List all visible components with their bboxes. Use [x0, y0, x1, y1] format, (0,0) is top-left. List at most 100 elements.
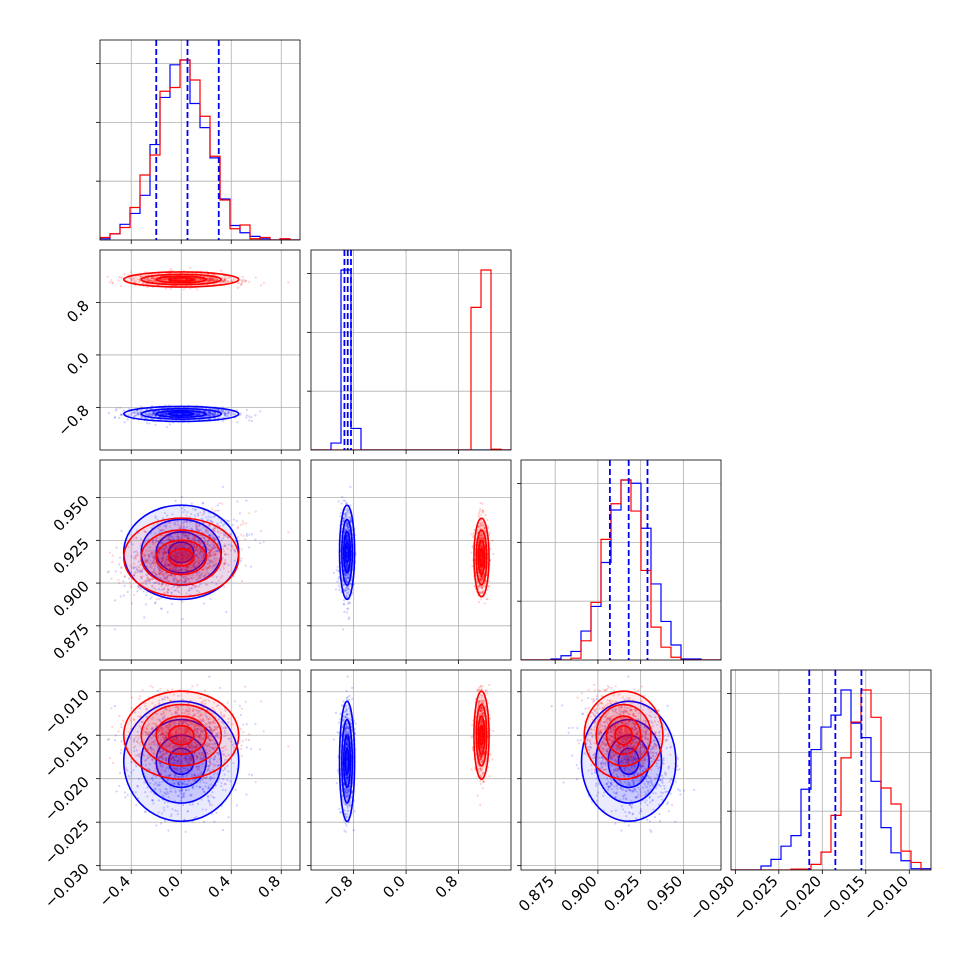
scatter-point: [201, 550, 204, 553]
scatter-point: [197, 563, 200, 566]
scatter-point: [176, 546, 179, 549]
scatter-point: [196, 555, 199, 559]
scatter-point: [477, 600, 481, 604]
scatter-point: [202, 552, 205, 556]
scatter-point: [175, 562, 178, 565]
scatter-point: [262, 281, 265, 284]
scatter-point: [182, 522, 185, 525]
scatter-point: [220, 539, 223, 542]
scatter-point: [165, 412, 168, 415]
scatter-point: [221, 409, 224, 412]
scatter-point: [153, 564, 156, 567]
scatter-point: [187, 537, 190, 540]
scatter-point: [170, 564, 174, 567]
scatter-point: [150, 279, 153, 282]
scatter-point: [169, 554, 172, 557]
scatter-point: [148, 412, 151, 416]
scatter-point: [168, 569, 172, 573]
scatter-point: [172, 553, 175, 556]
scatter-point: [160, 542, 163, 545]
scatter-point: [179, 568, 183, 571]
scatter-point: [173, 547, 177, 550]
scatter-point: [154, 280, 158, 283]
scatter-point: [209, 279, 212, 282]
scatter-point: [188, 546, 191, 549]
scatter-point: [174, 544, 177, 547]
scatter-point: [172, 576, 175, 580]
scatter-point: [163, 551, 167, 555]
scatter-point: [207, 278, 211, 281]
scatter-point: [130, 555, 133, 558]
scatter-point: [209, 277, 213, 280]
scatter-point: [188, 547, 191, 551]
scatter-point: [166, 514, 169, 517]
scatter-point: [208, 525, 211, 528]
scatter-point: [183, 568, 186, 571]
scatter-point: [166, 575, 169, 578]
scatter-point: [174, 555, 177, 558]
scatter-point: [139, 537, 142, 541]
scatter-point: [138, 410, 142, 414]
scatter-point: [223, 279, 226, 282]
scatter-point: [148, 578, 151, 582]
scatter-point: [179, 552, 182, 555]
scatter-point: [164, 413, 167, 416]
scatter-point: [149, 565, 152, 568]
scatter-point: [181, 412, 184, 416]
scatter-point: [148, 278, 151, 282]
scatter-point: [177, 536, 180, 540]
scatter-point: [193, 563, 196, 566]
scatter-point: [202, 554, 206, 557]
scatter-point: [158, 568, 161, 572]
scatter-point: [162, 278, 165, 282]
scatter-point: [158, 582, 161, 586]
scatter-point: [222, 411, 226, 414]
scatter-point: [219, 410, 222, 413]
scatter-point: [186, 566, 190, 569]
scatter-point: [185, 568, 188, 572]
scatter-point: [161, 560, 164, 563]
scatter-point: [153, 279, 157, 282]
scatter-point: [221, 524, 225, 527]
scatter-point: [118, 416, 121, 419]
scatter-point: [178, 545, 182, 548]
scatter-point: [196, 560, 200, 564]
scatter-point: [209, 520, 213, 523]
scatter-point: [154, 601, 157, 604]
scatter-point: [143, 278, 146, 281]
scatter-point: [157, 540, 160, 543]
scatter-point: [130, 278, 133, 282]
scatter-point: [221, 419, 225, 423]
scatter-point: [231, 412, 234, 415]
scatter-point: [208, 559, 211, 563]
scatter-point: [195, 527, 198, 530]
scatter-point: [206, 280, 209, 283]
scatter-point: [164, 560, 168, 563]
scatter-point: [207, 551, 211, 554]
scatter-point: [199, 413, 202, 416]
scatter-point: [166, 548, 169, 551]
scatter-point: [137, 413, 140, 416]
scatter-point: [190, 587, 193, 591]
scatter-point: [137, 413, 140, 416]
scatter-point: [200, 277, 203, 281]
scatter-point: [248, 280, 251, 284]
scatter-point: [152, 551, 155, 554]
scatter-point: [189, 545, 192, 549]
scatter-point: [164, 277, 168, 281]
scatter-point: [173, 556, 176, 559]
scatter-point: [173, 543, 176, 546]
scatter-point: [113, 599, 117, 602]
panel-body: [311, 250, 511, 450]
scatter-point: [120, 413, 123, 416]
y-tick-label: 0.8: [63, 297, 93, 327]
scatter-point: [158, 597, 161, 601]
scatter-point: [219, 532, 222, 535]
scatter-point: [212, 413, 215, 416]
scatter-point: [177, 569, 180, 573]
scatter-point: [183, 542, 187, 545]
scatter-point: [217, 531, 220, 534]
scatter-point: [338, 588, 341, 592]
scatter-point: [218, 525, 222, 528]
scatter-point: [214, 545, 217, 548]
